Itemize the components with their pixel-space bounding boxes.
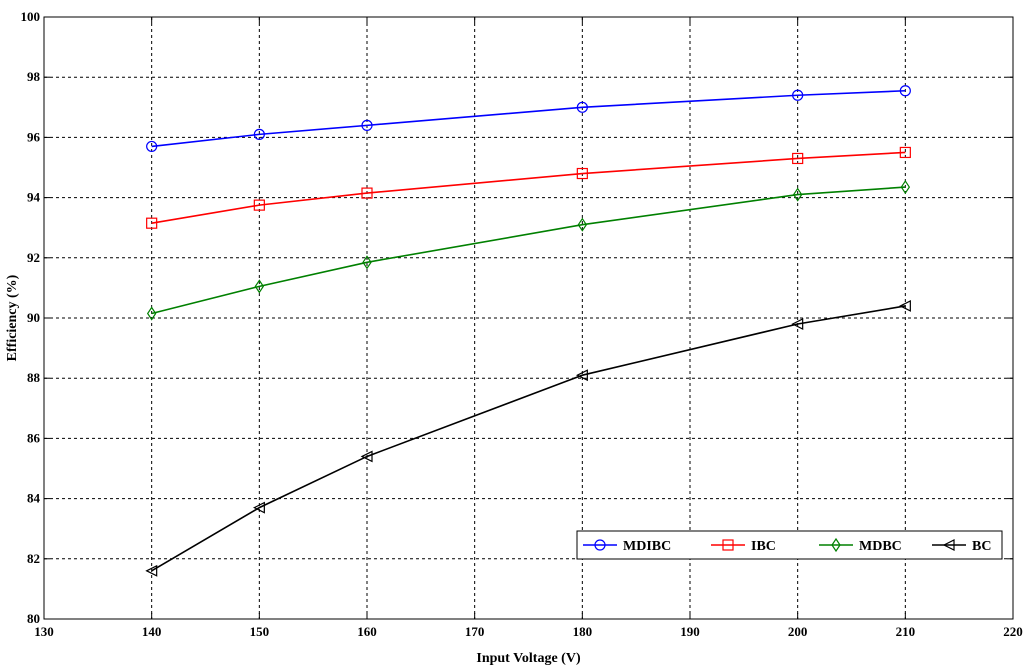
series-layer [145,85,911,577]
y-tick-label: 86 [27,430,41,445]
y-tick-label: 90 [27,310,40,325]
legend-label: MDBC [859,539,902,554]
data-point [577,217,588,232]
x-tick-label: 220 [1003,624,1023,639]
legend-marker [722,539,734,551]
data-point [254,279,265,294]
data-point [361,119,373,131]
x-tick-label: 190 [680,624,700,639]
data-point [253,199,265,211]
x-tick-label: 180 [573,624,593,639]
data-point [145,564,158,577]
x-tick-label: 160 [357,624,377,639]
y-tick-label: 98 [27,69,41,84]
y-tick-label: 84 [27,491,41,506]
legend-label: BC [972,539,991,554]
data-point [362,255,372,270]
y-tick-label: 96 [27,129,41,144]
x-tick-label: 210 [896,624,916,639]
x-tick-label: 200 [788,624,808,639]
legend-marker [831,537,841,553]
grid-lines [44,17,1013,619]
data-point [791,318,804,330]
series-line [151,89,906,148]
data-point [361,187,373,199]
data-point [253,128,265,140]
series-line [151,186,906,315]
y-tick-label: 94 [27,190,41,205]
legend-item-ibc: IBC [711,539,776,554]
data-point [899,85,911,97]
x-axis-label: Input Voltage (V) [476,651,581,666]
series-mdibc [146,85,911,153]
data-point [898,299,911,312]
data-point [900,179,911,195]
data-point [899,146,911,159]
y-tick-label: 88 [27,370,41,385]
data-point [360,450,373,463]
legend-marker [594,539,606,551]
legend-label: IBC [751,539,776,554]
legend-box [576,530,1003,560]
y-tick-label: 80 [27,611,40,626]
data-point [575,369,588,382]
legend-marker [942,539,955,551]
legend-label: MDIBC [623,539,671,554]
data-point [576,101,588,113]
data-point [146,140,158,153]
x-tick-label: 170 [465,624,485,639]
legend-item-mdbc: MDBC [819,537,902,554]
series-mdbc [146,179,911,321]
series-ibc [146,146,911,229]
legend: MDIBC IBC MDBC BC [576,530,1003,560]
y-tick-label: 100 [21,9,41,24]
data-point [792,89,804,101]
legend-item-mdibc: MDIBC [583,539,671,554]
data-point [252,501,265,514]
legend-item-bc: BC [932,539,991,554]
series-bc [145,299,911,577]
x-tick-label: 140 [142,624,162,639]
data-point [146,217,158,229]
y-tick-label: 82 [27,551,40,566]
data-point [146,306,157,321]
data-point [792,152,804,165]
axis-ticks: 130 140 150 160 170 180 190 200 210 220 80 82 84 86 88… [21,9,1023,639]
y-tick-label: 92 [27,250,40,265]
data-point [576,167,588,180]
series-line [151,151,906,224]
data-point [792,187,803,202]
x-tick-label: 130 [34,624,54,639]
y-axis-label: Efficiency (%) [5,274,20,361]
x-tick-label: 150 [250,624,270,639]
series-line [151,305,906,572]
